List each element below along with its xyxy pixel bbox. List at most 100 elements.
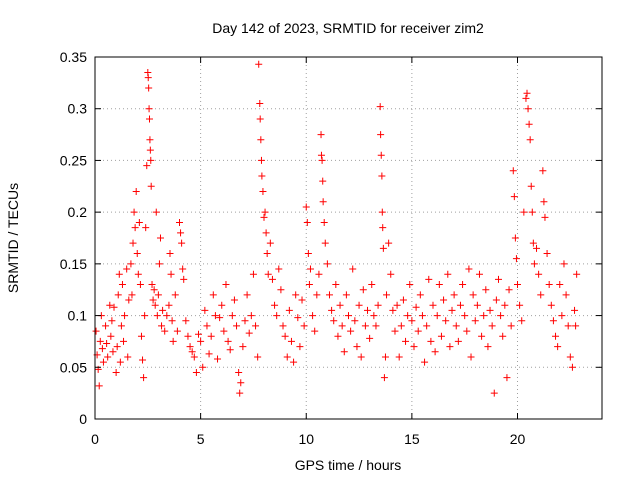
data-point (98, 345, 106, 353)
data-point (564, 322, 572, 330)
data-point (503, 374, 511, 382)
y-tick-label: 0.2 (68, 204, 88, 220)
data-point (178, 239, 186, 247)
data-point (268, 275, 276, 283)
data-point (256, 115, 264, 123)
data-point (520, 208, 528, 216)
data-point (300, 322, 308, 330)
data-point (116, 358, 124, 366)
data-point (292, 291, 300, 299)
data-point (347, 327, 355, 335)
x-tick-label: 20 (510, 431, 526, 447)
data-point (459, 281, 467, 289)
data-point (273, 312, 281, 320)
data-point (186, 343, 194, 351)
data-point (146, 136, 154, 144)
data-point (364, 306, 372, 314)
data-point (128, 291, 136, 299)
data-point (448, 306, 456, 314)
data-point (260, 213, 268, 221)
data-point (425, 275, 433, 283)
data-point (465, 265, 473, 273)
data-point (404, 312, 412, 320)
data-point (380, 374, 388, 382)
data-point (562, 291, 570, 299)
data-point (359, 286, 367, 294)
data-point (148, 281, 156, 289)
data-point (294, 314, 302, 322)
data-point (156, 234, 164, 242)
data-point (395, 353, 403, 361)
data-point (199, 363, 207, 371)
data-point (137, 332, 145, 340)
data-point (505, 286, 513, 294)
data-point (379, 244, 387, 252)
data-point (372, 322, 380, 330)
data-point (328, 306, 336, 314)
y-tick-label: 0.25 (60, 152, 87, 168)
data-point (421, 358, 429, 366)
data-point (397, 322, 405, 330)
data-point (228, 312, 236, 320)
data-point (140, 374, 148, 382)
data-point (437, 332, 445, 340)
data-point (311, 327, 319, 335)
y-tick-label: 0.3 (68, 101, 88, 117)
data-point (541, 213, 549, 221)
data-point (410, 343, 418, 351)
data-point (147, 182, 155, 190)
data-point (381, 353, 389, 361)
data-point (385, 239, 393, 247)
data-point (370, 312, 378, 320)
data-point (306, 265, 314, 273)
data-point (509, 167, 517, 175)
data-point (264, 270, 272, 278)
data-point (336, 301, 344, 309)
data-point (257, 136, 265, 144)
data-point (511, 234, 519, 242)
data-point (469, 291, 477, 299)
data-point (446, 343, 454, 351)
data-point (150, 286, 158, 294)
data-point (484, 343, 492, 351)
data-point (535, 270, 543, 278)
data-point (368, 281, 376, 289)
data-point (452, 322, 460, 330)
data-point (243, 291, 251, 299)
data-point (318, 156, 326, 164)
data-point (147, 156, 155, 164)
data-point (423, 322, 431, 330)
data-point (121, 312, 129, 320)
data-point (319, 177, 327, 185)
data-point (287, 337, 295, 345)
data-point (435, 281, 443, 289)
data-point (321, 239, 329, 247)
data-point (110, 303, 118, 311)
data-point (149, 296, 157, 304)
data-point (378, 172, 386, 180)
data-point (486, 306, 494, 314)
data-point (525, 120, 533, 128)
data-point (112, 368, 120, 376)
data-point (237, 379, 245, 387)
data-point (402, 337, 410, 345)
data-point (379, 224, 387, 232)
data-point (254, 353, 262, 361)
data-point (467, 353, 475, 361)
data-point (516, 301, 524, 309)
data-point (102, 322, 110, 330)
data-point (302, 203, 310, 211)
data-point (201, 306, 209, 314)
data-point (258, 172, 266, 180)
data-point (303, 218, 311, 226)
axis-tick-labels: 0 0.05 0.1 0.15 0.2 0.25 0.3 0.35 0 5 10 15 20 (60, 49, 526, 447)
data-point (349, 265, 357, 273)
data-point (118, 281, 126, 289)
data-point (338, 322, 346, 330)
axis-ticks (94, 56, 602, 420)
data-point (241, 317, 249, 325)
data-point (277, 286, 285, 294)
data-point (168, 317, 176, 325)
data-point (163, 312, 171, 320)
data-point (283, 353, 291, 361)
